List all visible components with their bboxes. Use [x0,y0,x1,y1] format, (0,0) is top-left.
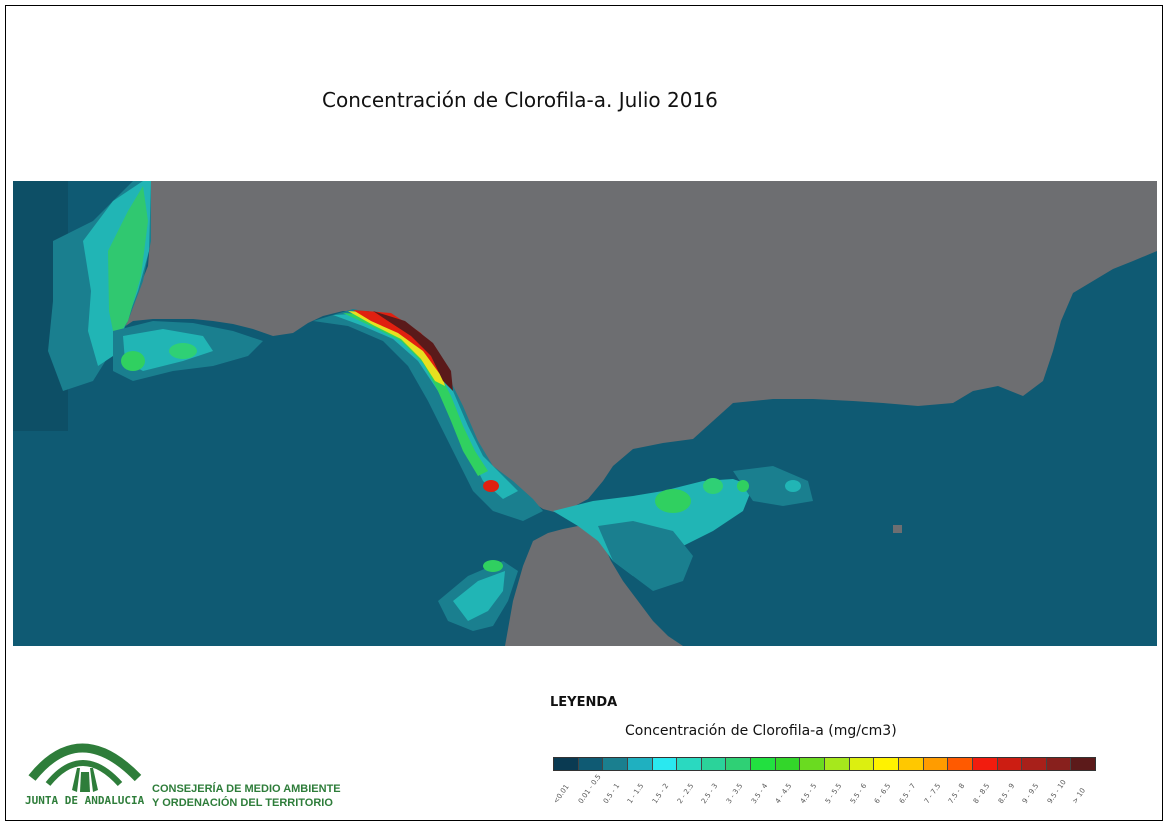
organization-name: CONSEJERÍA DE MEDIO AMBIENTE Y ORDENACIÓ… [152,782,341,810]
legend-swatch [1046,758,1072,770]
land-iberia [121,181,1157,513]
legend-swatch [849,758,875,770]
legend-swatch [898,758,924,770]
plume-alboran-east [733,466,813,506]
legend-swatch [800,758,826,770]
org-line-2: Y ORDENACIÓN DEL TERRITORIO [152,797,333,809]
legend-swatch [825,758,850,770]
map-title: Concentración de Clorofila-a. Julio 2016 [322,88,718,112]
legend-swatch [1022,758,1047,770]
legend-label: 7.5 - 8 [947,782,967,806]
alboran-hotspot-1 [655,489,691,513]
junta-andalucia-logo [28,743,142,792]
legend-swatch [1071,758,1096,770]
org-line-1: CONSEJERÍA DE MEDIO AMBIENTE [152,783,341,795]
plume-cadiz-light [123,329,213,371]
logo-arc-outer [28,743,142,782]
legend-label: 0.5 - 1 [601,782,621,806]
coast-hotspot-red [483,480,499,492]
legend-label: 7 - 7.5 [922,782,942,806]
legend-label: 3 - 3.5 [724,782,745,806]
legend-label: 2.5 - 3 [700,782,720,806]
legend-swatch [874,758,899,770]
legend-label: 8 - 8.5 [971,782,992,806]
legend-label: 2 - 2.5 [675,782,696,806]
legend-label: 4.5 - 5 [798,782,819,806]
legend-label: 6.5 - 7 [897,782,918,806]
coast-band-dark [373,311,453,391]
legend-label: 5 - 5.5 [823,782,844,806]
alboran-islet [893,525,902,533]
legend-label: 6 - 6.5 [872,782,893,806]
logo-text: JUNTA DE ANDALUCIA [25,794,145,807]
morocco-hotspot [483,560,503,572]
legend-swatch [677,758,702,770]
logo-arc-inner [45,760,123,787]
alboran-hotspot-2 [703,478,723,494]
land-africa [505,526,683,646]
legend-label: 3.5 - 4 [749,782,770,806]
legend-color-bar [553,757,1096,771]
legend-label: 1 - 1.5 [626,782,646,806]
plume-hotspot-1 [121,351,145,371]
legend-swatch [775,758,801,770]
chlorophyll-map [13,181,1157,646]
legend-label: 9.5 - 10 [1045,778,1068,806]
legend-swatch [578,758,604,770]
logo-pillar-right [90,768,98,792]
legend-label: <0.01 [552,783,571,806]
alboran-hotspot-4 [785,480,801,492]
legend-label: 8.5 - 9 [996,782,1016,806]
plume-hotspot-2 [169,343,197,359]
legend-swatch [972,758,998,770]
legend-swatch [627,758,653,770]
legend-swatch [751,758,776,770]
legend-label: 9 - 9.5 [1021,782,1041,806]
legend-label: 0.01 - 0.5 [576,772,603,806]
legend-title: Concentración de Clorofila-a (mg/cm3) [625,723,897,739]
logo-figure [80,772,90,792]
legend-label: 4 - 4.5 [774,782,794,806]
legend-swatch [652,758,678,770]
legend-swatch [948,758,973,770]
logo-pillar-left [72,768,80,792]
legend-swatch [554,758,579,770]
plume-portugal-green [108,186,148,341]
plume-strait-mid [598,521,693,591]
legend-swatch [923,758,949,770]
legend-swatch [726,758,752,770]
legend-swatch [603,758,628,770]
legend-swatch [997,758,1023,770]
legend-label: 5.5 - 6 [848,782,868,806]
alboran-hotspot-3 [737,480,749,492]
legend-swatch [701,758,727,770]
legend-heading: LEYENDA [550,695,618,710]
plume-morocco-light [453,571,505,621]
legend-label: > 10 [1070,786,1087,806]
legend-label: 1.5 - 2 [650,782,671,806]
